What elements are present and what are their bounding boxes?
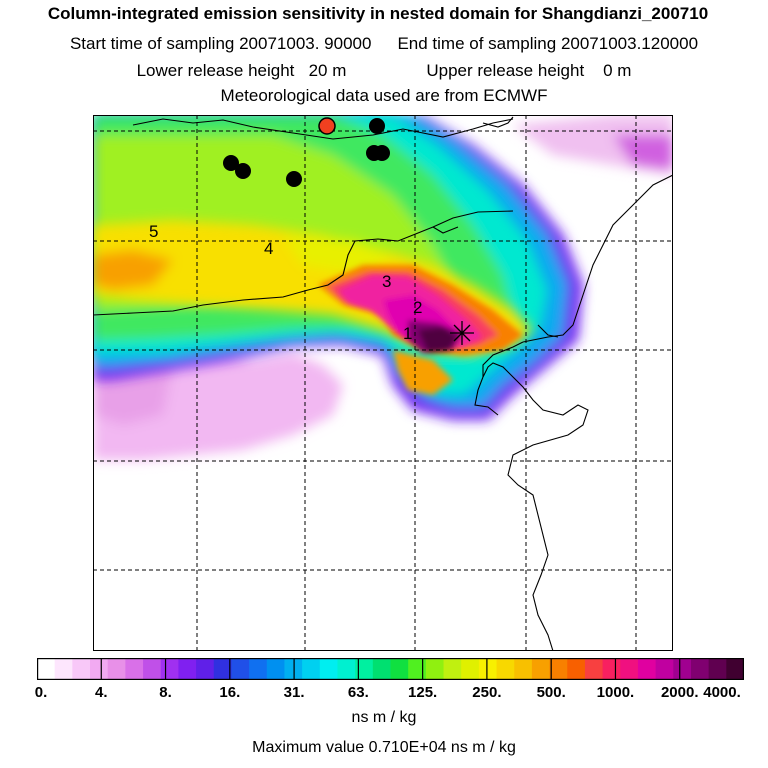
colorbar-cell bbox=[690, 658, 710, 680]
colorbar-cell bbox=[355, 658, 374, 680]
lower-release-height: Lower release height 20 m bbox=[136, 61, 347, 80]
colorbar-cell bbox=[90, 658, 109, 680]
colorbar-units: ns m / kg bbox=[351, 709, 417, 726]
colorbar-tick-label: 250. bbox=[472, 684, 502, 701]
colorbar-cell bbox=[443, 658, 462, 680]
black-dot bbox=[286, 171, 302, 187]
colorbar-tick-label: 4. bbox=[95, 684, 108, 701]
colorbar-cell bbox=[72, 658, 91, 680]
colorbar-cell bbox=[196, 658, 215, 680]
colorbar-cell bbox=[302, 658, 321, 680]
colorbar-cell bbox=[708, 658, 727, 680]
colorbar-cells bbox=[37, 658, 744, 680]
colorbar-cell bbox=[620, 658, 639, 680]
colorbar-cell bbox=[584, 658, 604, 680]
colorbar-cell bbox=[160, 658, 179, 680]
colorbar-tick-label: 63. bbox=[347, 684, 369, 701]
colorbar-tick-label: 31. bbox=[283, 684, 305, 701]
cluster-labels: 1 2 3 4 5 bbox=[149, 222, 422, 343]
label-2: 2 bbox=[413, 298, 422, 317]
start-time: Start time of sampling 20071003. 90000 bbox=[69, 34, 372, 53]
colorbar-cell bbox=[408, 658, 427, 680]
colorbar-cell bbox=[425, 658, 445, 680]
maximum-value: Maximum value 0.710E+04 ns m / kg bbox=[252, 739, 516, 756]
met-data-note: Meteorological data used are from ECMWF bbox=[220, 86, 548, 105]
release-point-marker bbox=[450, 321, 474, 345]
red-dot bbox=[318, 117, 336, 135]
colorbar-cell bbox=[637, 658, 657, 680]
label-3: 3 bbox=[382, 272, 391, 291]
colorbar-cell bbox=[478, 658, 498, 680]
colorbar-cell bbox=[125, 658, 144, 680]
colorbar-tick-label: 0. bbox=[34, 684, 48, 701]
black-dot bbox=[369, 118, 385, 134]
colorbar-cell bbox=[673, 658, 692, 680]
label-1: 1 bbox=[403, 324, 412, 343]
colorbar-cell bbox=[143, 658, 162, 680]
colorbar-cell bbox=[496, 658, 515, 680]
colorbar-cell bbox=[337, 658, 356, 680]
colorbar-tick-label: 1000. bbox=[596, 684, 635, 701]
colorbar-cell bbox=[461, 658, 480, 680]
plot-title: Column-integrated emission sensitivity i… bbox=[47, 4, 709, 23]
colorbar-cell bbox=[531, 658, 551, 680]
black-dot bbox=[374, 145, 390, 161]
sensitivity-field bbox=[93, 115, 673, 460]
colorbar-cell bbox=[54, 658, 73, 680]
colorbar-cell bbox=[213, 658, 232, 680]
colorbar-cell bbox=[231, 658, 250, 680]
colorbar-cell bbox=[319, 658, 338, 680]
sampling-times: Start time of sampling 20071003. 90000 En… bbox=[0, 34, 768, 54]
sensitivity-map: 1 2 3 4 5 bbox=[93, 115, 673, 651]
upper-release-height: Upper release height 0 m bbox=[426, 61, 632, 80]
black-dot bbox=[223, 155, 239, 171]
colorbar-tick-label: 8. bbox=[159, 684, 172, 701]
colorbar-cell bbox=[178, 658, 197, 680]
label-4: 4 bbox=[264, 239, 273, 258]
colorbar-cell bbox=[726, 658, 744, 680]
coastlines bbox=[93, 116, 673, 651]
end-time: End time of sampling 20071003.120000 bbox=[397, 34, 699, 53]
colorbar-cell bbox=[567, 658, 586, 680]
colorbar-cell bbox=[372, 658, 391, 680]
label-5: 5 bbox=[149, 222, 158, 241]
colorbar-cell bbox=[107, 658, 126, 680]
trajectory-dots bbox=[223, 117, 390, 187]
colorbar-cell bbox=[390, 658, 409, 680]
colorbar-tick-label: 2000. bbox=[660, 684, 699, 701]
colorbar-cell bbox=[514, 658, 533, 680]
release-heights: Lower release height 20 m Upper release h… bbox=[0, 61, 768, 81]
colorbar-cell bbox=[249, 658, 268, 680]
colorbar-cell bbox=[549, 658, 568, 680]
colorbar-tick-label: 500. bbox=[536, 684, 566, 701]
black-dot bbox=[235, 163, 251, 179]
colorbar bbox=[37, 658, 744, 680]
colorbar-cell bbox=[37, 658, 56, 680]
colorbar-cell bbox=[655, 658, 674, 680]
colorbar-tick-label: 16. bbox=[219, 684, 241, 701]
colorbar-tick-label: 4000. bbox=[703, 684, 741, 701]
colorbar-cell bbox=[602, 658, 621, 680]
colorbar-tick-label: 125. bbox=[408, 684, 438, 701]
colorbar-cell bbox=[266, 658, 285, 680]
